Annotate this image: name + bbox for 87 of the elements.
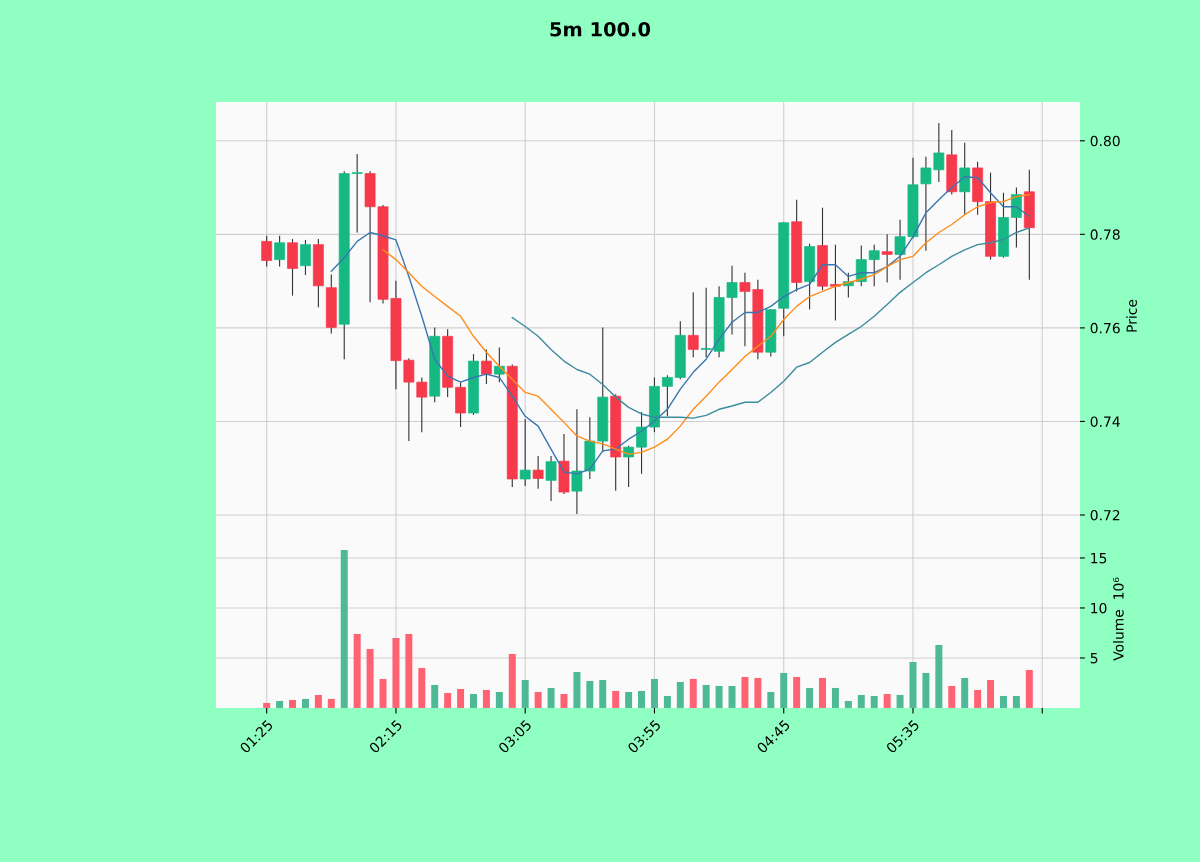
chart-title: 5m 100.0 xyxy=(550,21,651,37)
bar xyxy=(767,691,775,708)
bar xyxy=(366,648,374,708)
bar xyxy=(482,689,490,708)
bar xyxy=(1012,695,1020,708)
bar xyxy=(289,699,297,708)
bar xyxy=(340,549,348,708)
bar xyxy=(741,676,749,708)
candlestick xyxy=(636,411,647,475)
y-tick-label: 5 xyxy=(1090,653,1098,664)
bar xyxy=(405,633,413,708)
y-tick-label: 0.74 xyxy=(1090,416,1120,427)
y-tick-label: 10 xyxy=(1091,602,1107,614)
bar xyxy=(935,644,943,708)
bar xyxy=(793,676,801,708)
y-tick-label: 0.80 xyxy=(1090,135,1120,147)
bar xyxy=(431,684,439,708)
bar xyxy=(612,690,620,708)
bar xyxy=(495,691,503,708)
y-tick-label: 0.78 xyxy=(1090,229,1120,240)
bar xyxy=(379,678,387,708)
candlestick xyxy=(274,235,285,268)
bar xyxy=(560,693,568,708)
y-tick-label: 0.72 xyxy=(1090,509,1120,521)
bar xyxy=(806,687,814,708)
bar xyxy=(599,679,607,708)
candlestick xyxy=(868,244,880,287)
bar xyxy=(844,700,852,708)
candlestick xyxy=(481,348,492,385)
bar xyxy=(883,693,891,708)
bar xyxy=(909,661,917,708)
bar xyxy=(999,695,1007,708)
y-axis-title: Volume 10⁶ xyxy=(1112,577,1124,661)
bar xyxy=(896,694,904,708)
y-tick-label: 0.76 xyxy=(1090,322,1120,334)
bar xyxy=(974,689,982,708)
candlestick xyxy=(662,374,673,417)
candlestick xyxy=(532,455,544,490)
bar xyxy=(702,684,710,708)
bar xyxy=(638,690,646,708)
bar xyxy=(586,680,594,708)
bar xyxy=(314,694,322,708)
bar xyxy=(625,691,633,708)
bar xyxy=(728,685,736,708)
candlestick xyxy=(623,445,634,488)
bar xyxy=(754,677,762,708)
candlestick xyxy=(493,346,505,383)
bar xyxy=(353,633,361,708)
candlestick xyxy=(687,291,699,358)
candlestick xyxy=(261,235,273,268)
bar xyxy=(715,685,723,708)
bar xyxy=(819,677,826,708)
bar xyxy=(470,693,477,708)
bar xyxy=(987,679,995,708)
candlestick xyxy=(300,239,311,276)
bar xyxy=(870,695,878,708)
y-tick-label: 15 xyxy=(1091,553,1107,564)
bar xyxy=(857,694,865,708)
bar xyxy=(961,677,969,708)
bar xyxy=(263,702,271,708)
bar xyxy=(301,698,309,708)
bar xyxy=(508,653,516,708)
bar xyxy=(521,679,529,708)
bar xyxy=(276,700,284,708)
bar xyxy=(676,681,684,708)
bar xyxy=(650,678,658,708)
bar xyxy=(534,691,542,708)
candlestick xyxy=(519,418,531,487)
bar xyxy=(418,667,426,708)
bar xyxy=(780,672,788,708)
candlestick xyxy=(959,142,971,216)
bar xyxy=(573,671,581,708)
bar xyxy=(948,685,956,708)
candlestick xyxy=(545,455,557,502)
candlestick xyxy=(881,233,893,284)
bar xyxy=(327,698,335,708)
bar xyxy=(457,688,465,708)
bar xyxy=(689,678,697,708)
y-axis-title: Price xyxy=(1126,299,1137,332)
bar xyxy=(392,637,400,708)
bar xyxy=(547,687,555,708)
bar xyxy=(663,695,671,708)
bar xyxy=(444,692,452,708)
bar xyxy=(831,687,839,708)
candlestick xyxy=(571,408,583,515)
bar xyxy=(1025,669,1033,708)
bar xyxy=(922,672,930,708)
